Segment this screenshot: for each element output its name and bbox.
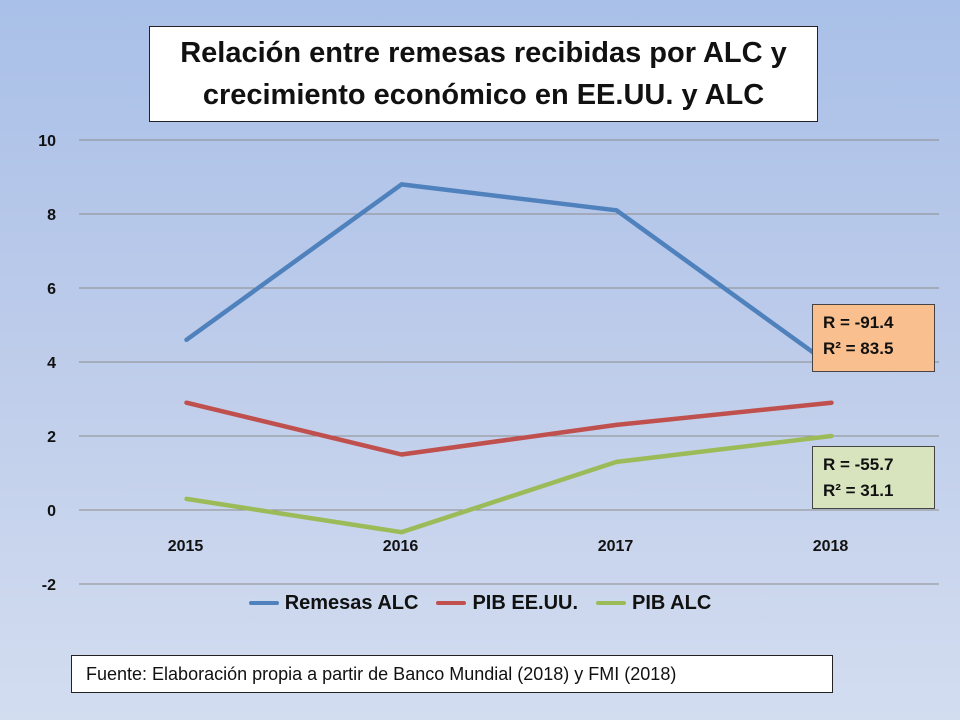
legend-item-pib-eeuu: PIB EE.UU. xyxy=(436,592,578,615)
y-tick-label: 0 xyxy=(47,503,56,520)
legend-swatch-pib-eeuu xyxy=(436,601,467,605)
annotation-pib-alc-correlation: R = -55.7 R² = 31.1 xyxy=(812,446,935,509)
y-tick-label: 4 xyxy=(47,355,56,372)
annotation-remesas-r: R = -91.4 xyxy=(823,313,894,332)
x-tick-label: 2016 xyxy=(383,538,419,555)
y-tick-label: 6 xyxy=(47,281,56,298)
x-tick-label: 2015 xyxy=(168,538,204,555)
legend-label-pib-eeuu: PIB EE.UU. xyxy=(472,591,579,614)
source-note: Fuente: Elaboración propia a partir de B… xyxy=(71,655,833,693)
y-tick-labels: -2 0 2 4 6 8 10 xyxy=(38,133,56,594)
chart-title-line-1: Relación entre remesas recibidas por ALC… xyxy=(180,37,787,69)
series-line-pib-ee-uu xyxy=(184,400,834,457)
annotation-pib-alc-r: R = -55.7 xyxy=(823,455,894,474)
x-tick-labels: 2015 2016 2017 2018 xyxy=(168,538,849,555)
x-tick-label: 2017 xyxy=(598,538,634,555)
x-tick-label: 2018 xyxy=(813,538,849,555)
chart-title: Relación entre remesas recibidas por ALC… xyxy=(149,26,818,122)
legend-label-remesas-alc: Remesas ALC xyxy=(284,591,419,614)
series-lines xyxy=(184,182,834,535)
legend-swatch-pib-alc xyxy=(596,601,627,605)
legend-swatch-remesas-alc xyxy=(248,601,279,605)
legend-label-pib-alc: PIB ALC xyxy=(632,591,712,614)
legend-item-remesas-alc: Remesas ALC xyxy=(248,591,419,615)
chart-title-line-2: crecimiento económico en EE.UU. y ALC xyxy=(202,79,765,111)
annotation-pib-alc-r2: R² = 31.1 xyxy=(823,481,894,500)
y-tick-label: 2 xyxy=(47,429,56,446)
series-line-remesas-alc xyxy=(184,182,834,368)
source-text: Fuente: Elaboración propia a partir de B… xyxy=(86,663,677,684)
annotation-remesas-r2: R² = 83.5 xyxy=(823,339,894,358)
y-tick-label: 10 xyxy=(38,133,56,150)
y-tick-label: -2 xyxy=(42,577,56,594)
legend-item-pib-alc: PIB ALC xyxy=(596,592,711,615)
series-line-pib-alc xyxy=(184,433,834,535)
annotation-remesas-correlation: R = -91.4 R² = 83.5 xyxy=(812,304,935,372)
gridlines xyxy=(79,139,939,585)
y-tick-label: 8 xyxy=(47,207,56,224)
chart-legend: Remesas ALC PIB EE.UU. PIB ALC xyxy=(0,588,960,618)
